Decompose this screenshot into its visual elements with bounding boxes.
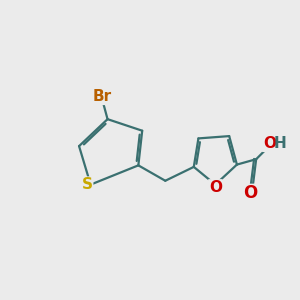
Text: Br: Br (93, 89, 112, 104)
Text: H: H (273, 136, 286, 151)
Text: O: O (209, 180, 222, 195)
Text: O: O (243, 184, 257, 202)
Text: O: O (263, 136, 276, 151)
Text: S: S (82, 177, 93, 192)
